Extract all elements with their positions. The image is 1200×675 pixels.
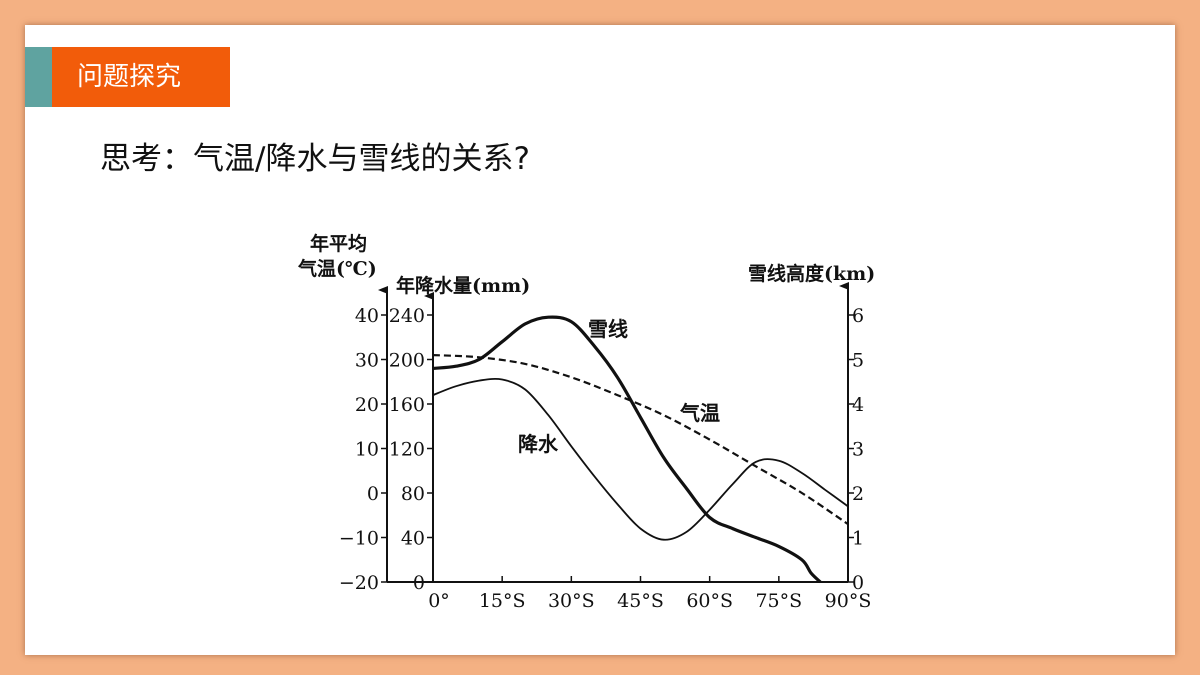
title-accent-block [25, 47, 52, 107]
slide: 问题探究 思考：气温/降水与雪线的关系? [25, 25, 1175, 655]
x-tick-label: 60°S [686, 590, 733, 612]
snowline-series-label: 雪线 [588, 317, 628, 341]
x-tick-label: 15°S [479, 590, 526, 612]
temperature-tick-label: 20 [355, 394, 379, 416]
snowline-series-line [432, 315, 822, 584]
precipitation-tick-label: 0 [413, 572, 425, 594]
temperature-axis-title-line1: 年平均 [310, 232, 367, 255]
snowline-tick-label: 3 [852, 439, 864, 461]
precipitation-axis-title: 年降水量(mm) [396, 274, 530, 297]
precipitation-tick-label: 160 [389, 394, 425, 416]
precipitation-tick-label: 80 [401, 483, 425, 505]
precipitation-tick-label: 120 [389, 439, 425, 461]
snowline-tick-label: 4 [852, 394, 864, 416]
temperature-tick-label: 0 [367, 483, 379, 505]
section-title-bar: 问题探究 [25, 47, 230, 107]
temperature-tick-label: −20 [339, 572, 379, 594]
question-text: 思考：气温/降水与雪线的关系? [100, 141, 530, 177]
snowline-tick-label: 1 [852, 528, 864, 550]
precipitation-series-label: 降水 [518, 432, 559, 456]
x-tick-label: 45°S [617, 590, 664, 612]
temperature-series-label: 气温 [679, 401, 720, 425]
snowline-tick-label: 0 [852, 572, 864, 594]
precipitation-tick-label: 200 [389, 350, 425, 372]
temperature-series-line [432, 354, 849, 526]
snowline-tick-label: 5 [852, 350, 864, 372]
snowline-tick-label: 2 [852, 483, 864, 505]
temperature-tick-label: 30 [355, 350, 379, 372]
snowline-axis-title: 雪线高度(km) [748, 262, 875, 285]
temperature-axis-title-line2: 气温(℃) [297, 257, 377, 280]
temperature-tick-label: 40 [355, 305, 379, 327]
x-tick-label: 30°S [548, 590, 595, 612]
snowline-tick-label: 6 [852, 305, 864, 327]
section-title: 问题探究 [77, 62, 182, 92]
precipitation-tick-label: 40 [401, 528, 425, 550]
x-tick-label: 0° [428, 590, 450, 612]
precipitation-series-line [432, 377, 849, 541]
temperature-tick-label: 10 [355, 439, 379, 461]
temperature-tick-label: −10 [339, 528, 379, 550]
x-tick-label: 90°S [825, 590, 872, 612]
x-tick-label: 75°S [755, 590, 802, 612]
precipitation-tick-label: 240 [389, 305, 425, 327]
